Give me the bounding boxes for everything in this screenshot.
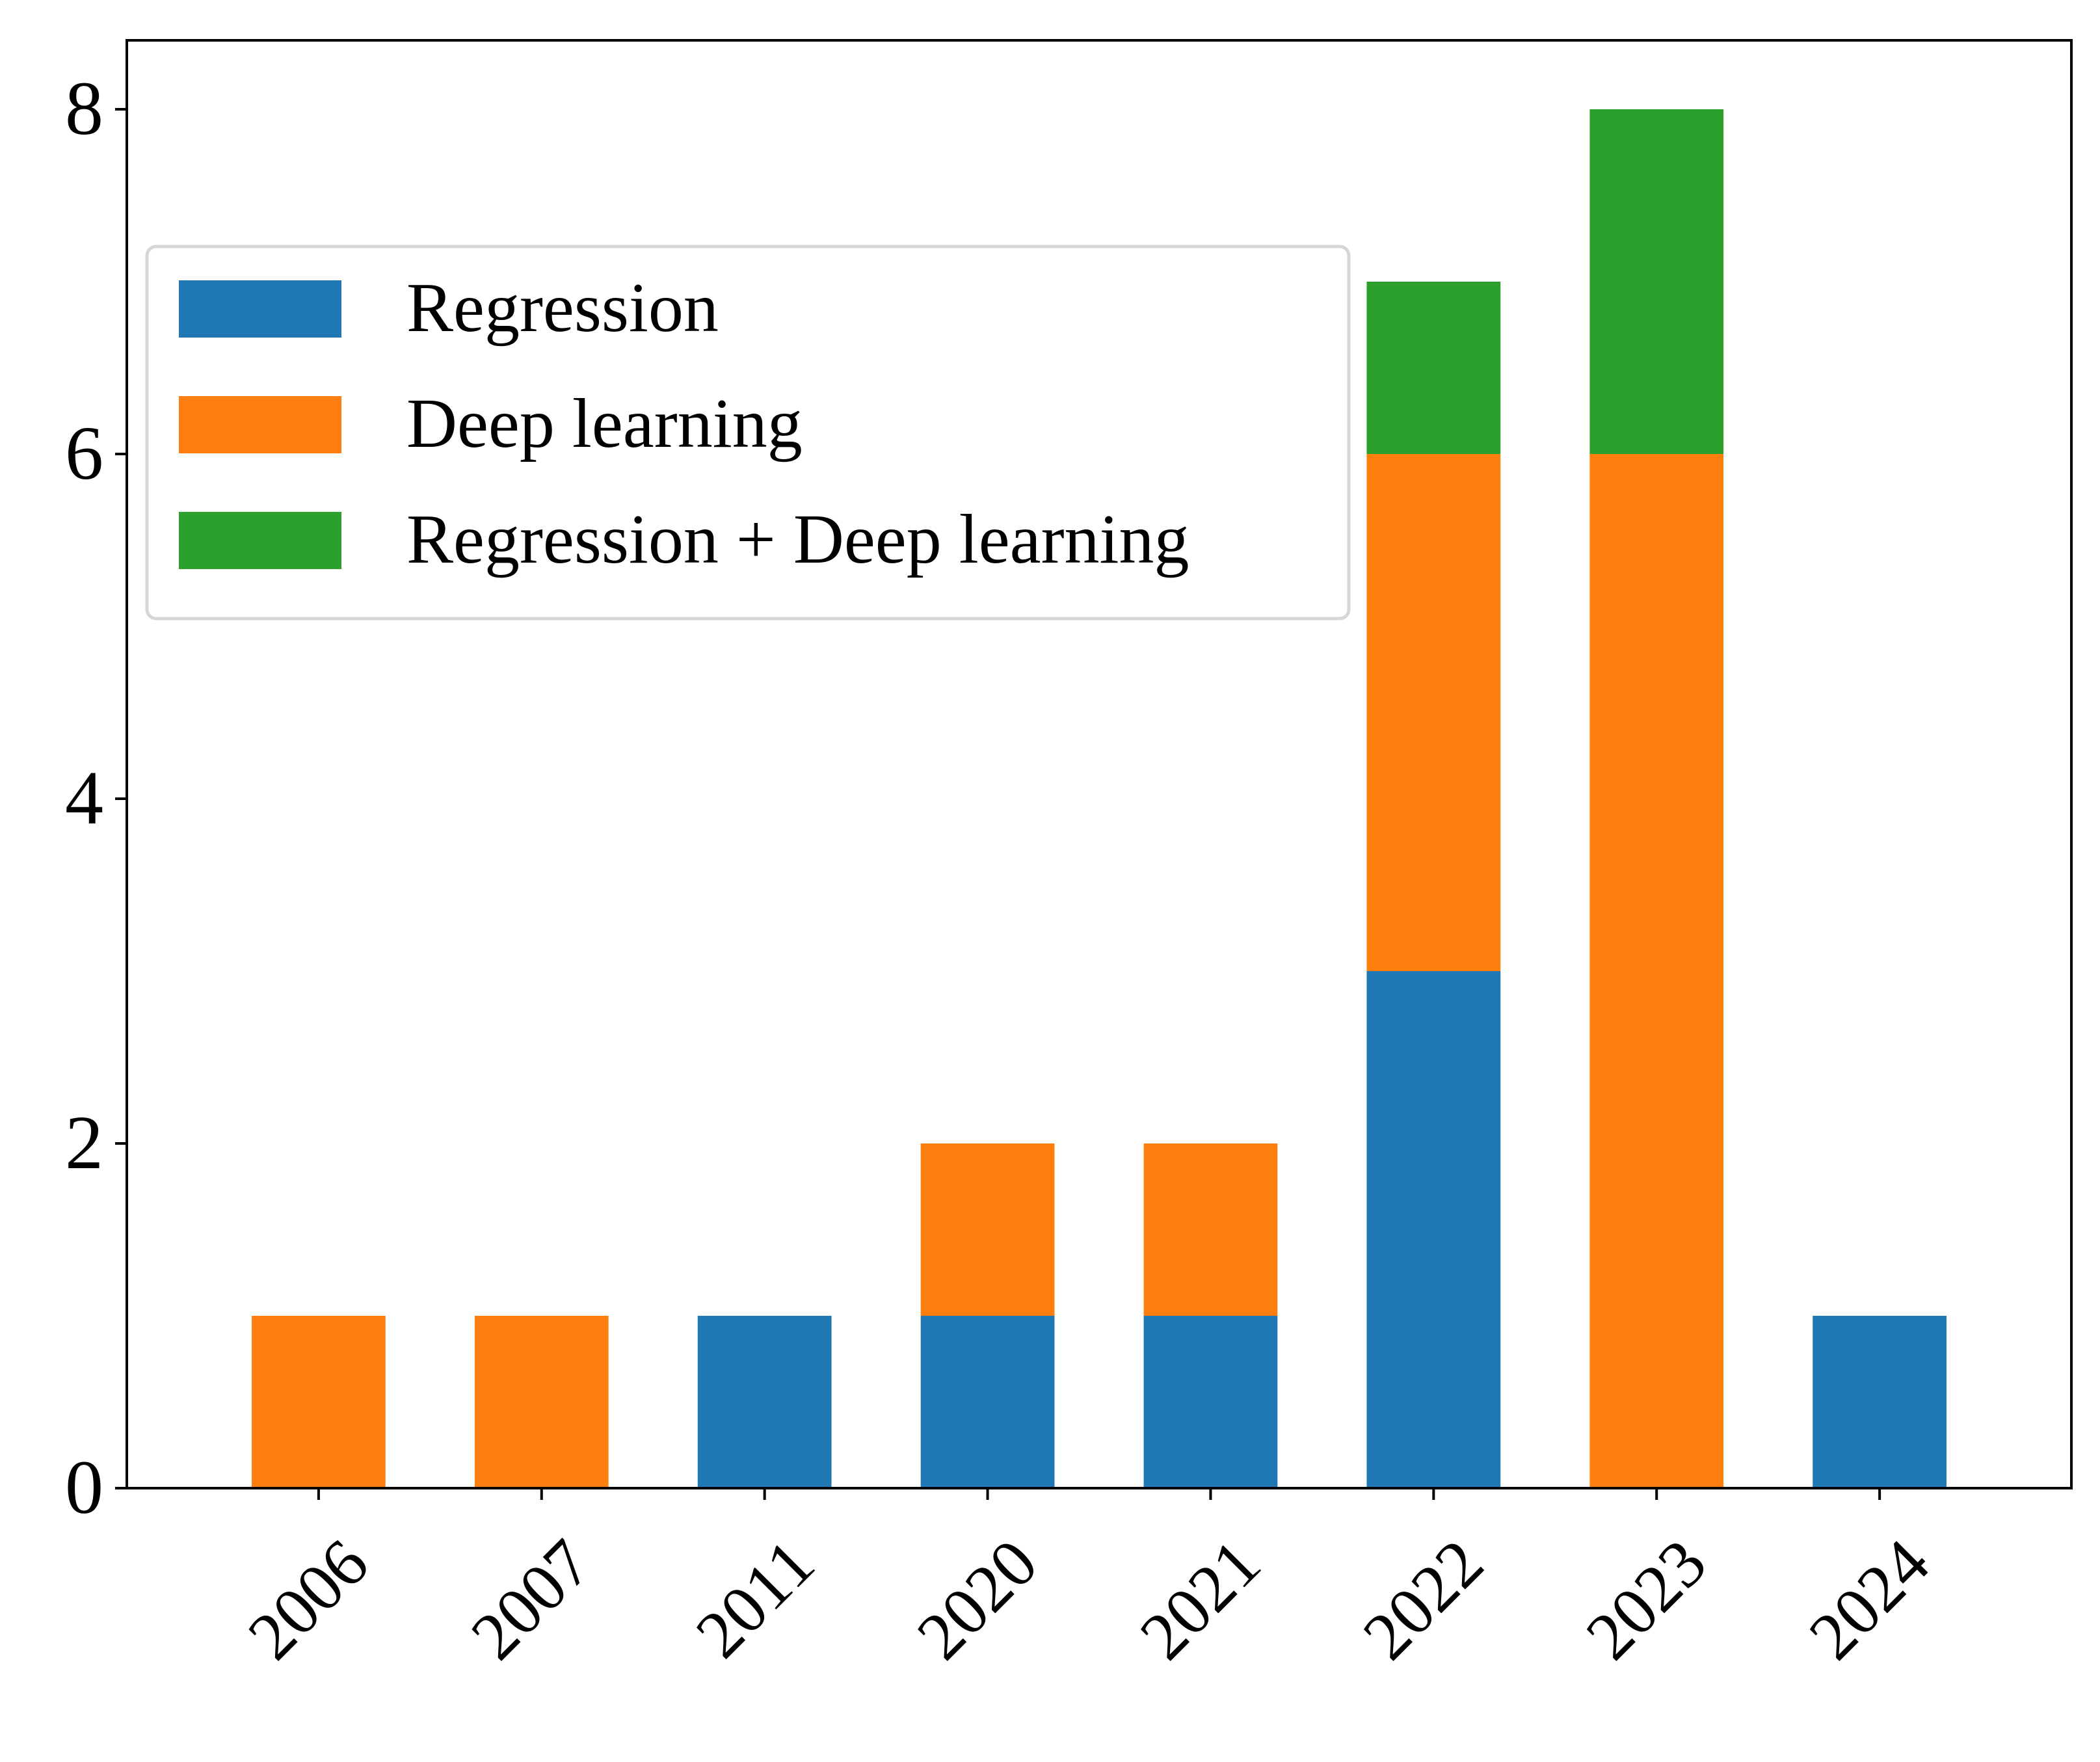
bar-regression-2021 [1143,1316,1278,1488]
y-tick-label: 4 [65,755,103,840]
y-tick-label: 8 [65,66,103,151]
bar-regression-deep-learning-2023 [1589,109,1724,454]
legend-swatch-deep-learning [179,396,341,453]
legend-label-regression-deep-learning: Regression + Deep learning [406,501,1190,578]
legend: Regression Deep learning Regression + Deep… [145,245,1351,621]
bar-regression-deep-learning-2022 [1366,282,1501,454]
legend-swatch-regression-deep-learning [179,512,341,569]
legend-box [145,245,1351,621]
bar-deep-learning-2022 [1366,454,1501,971]
y-tick-label: 6 [65,410,103,496]
bar-deep-learning-2007 [474,1316,609,1488]
legend-swatch-regression [179,280,341,338]
bar-deep-learning-2020 [920,1143,1055,1316]
bar-regression-2020 [920,1316,1055,1488]
legend-label-deep-learning: Deep learning [406,385,803,462]
bar-deep-learning-2023 [1589,454,1724,1488]
bar-regression-2022 [1366,971,1501,1488]
bar-regression-2024 [1813,1316,1947,1488]
bar-deep-learning-2006 [252,1316,386,1488]
bar-deep-learning-2021 [1143,1143,1278,1316]
y-tick-label: 2 [65,1100,103,1185]
legend-label-regression: Regression [406,269,719,347]
plot-frame [126,39,2073,1489]
y-tick-label: 0 [65,1445,103,1530]
bars-layer [252,109,1947,1488]
bar-regression-2011 [697,1316,832,1488]
